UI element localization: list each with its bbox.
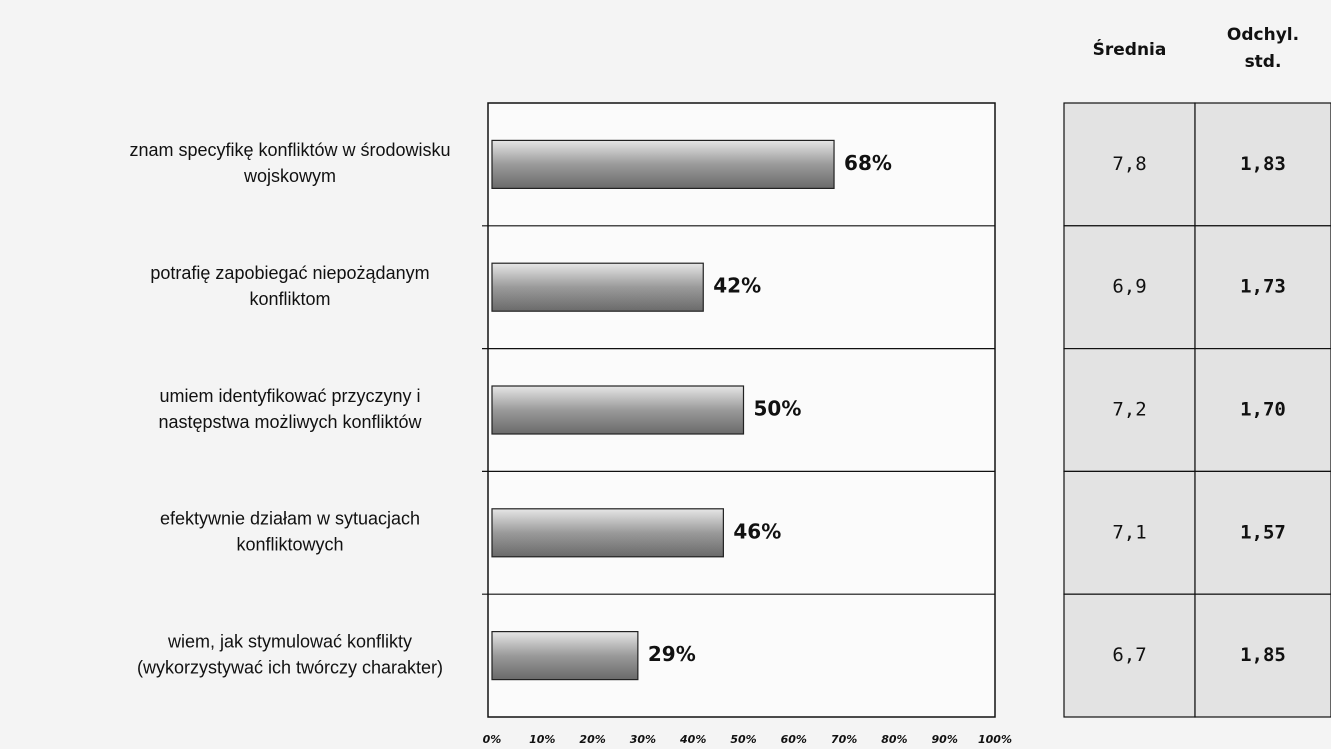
table-value: 7,2 bbox=[1112, 399, 1146, 421]
category-label: konfliktom bbox=[249, 289, 330, 309]
table-cell bbox=[1063, 593, 1196, 718]
table-value: 6,9 bbox=[1112, 276, 1146, 298]
category-label: (wykorzystywać ich twórczy charakter) bbox=[137, 657, 443, 677]
value-label: 42% bbox=[713, 274, 761, 298]
bar bbox=[491, 262, 704, 312]
value-label: 50% bbox=[754, 397, 802, 421]
x-tick-label: 100% bbox=[978, 733, 1012, 746]
x-tick-label: 50% bbox=[730, 733, 756, 746]
category-label: wojskowym bbox=[243, 166, 336, 186]
table-cell bbox=[1194, 225, 1331, 350]
table-cell bbox=[1063, 225, 1196, 350]
category-label: następstwa możliwych konfliktów bbox=[158, 412, 422, 432]
column-header: Średnia bbox=[1093, 38, 1167, 60]
x-tick-label: 70% bbox=[831, 733, 857, 746]
x-tick-label: 20% bbox=[579, 733, 605, 746]
column-header: std. bbox=[1245, 52, 1282, 72]
table-value: 7,8 bbox=[1112, 153, 1146, 175]
bar bbox=[491, 508, 724, 558]
x-tick-label: 10% bbox=[529, 733, 555, 746]
category-label: umiem identyfikować przyczyny i bbox=[159, 386, 420, 406]
table-value: 1,83 bbox=[1240, 153, 1286, 175]
table-cell bbox=[1063, 470, 1196, 595]
table-cell bbox=[1194, 348, 1331, 473]
table-value: 1,70 bbox=[1240, 399, 1286, 421]
bar bbox=[491, 385, 745, 435]
value-label: 68% bbox=[844, 151, 892, 175]
value-label: 29% bbox=[648, 642, 696, 666]
table-value: 7,1 bbox=[1112, 521, 1146, 543]
x-tick-label: 0% bbox=[483, 733, 502, 746]
table-cell bbox=[1194, 470, 1331, 595]
table-value: 1,57 bbox=[1240, 521, 1286, 543]
table-value: 6,7 bbox=[1112, 644, 1146, 666]
x-tick-label: 90% bbox=[932, 733, 958, 746]
category-label: potrafię zapobiegać niepożądanym bbox=[150, 263, 429, 283]
category-label: efektywnie działam w sytuacjach bbox=[160, 509, 420, 529]
category-label: konfliktowych bbox=[236, 535, 343, 555]
category-label: wiem, jak stymulować konflikty bbox=[167, 631, 412, 651]
bar bbox=[491, 630, 639, 681]
bar bbox=[491, 139, 835, 189]
category-label: znam specyfikę konfliktów w środowisku bbox=[129, 140, 450, 160]
table-cell bbox=[1194, 102, 1331, 227]
table-cell bbox=[1194, 593, 1331, 718]
x-tick-label: 80% bbox=[881, 733, 907, 746]
x-tick-label: 60% bbox=[781, 733, 807, 746]
x-tick-label: 40% bbox=[679, 733, 706, 746]
table-value: 1,73 bbox=[1240, 276, 1286, 298]
table-cell bbox=[1063, 348, 1196, 473]
column-header: Odchyl. bbox=[1227, 25, 1299, 45]
x-tick-label: 30% bbox=[630, 733, 656, 746]
value-label: 46% bbox=[733, 519, 781, 543]
table-value: 1,85 bbox=[1240, 644, 1286, 666]
